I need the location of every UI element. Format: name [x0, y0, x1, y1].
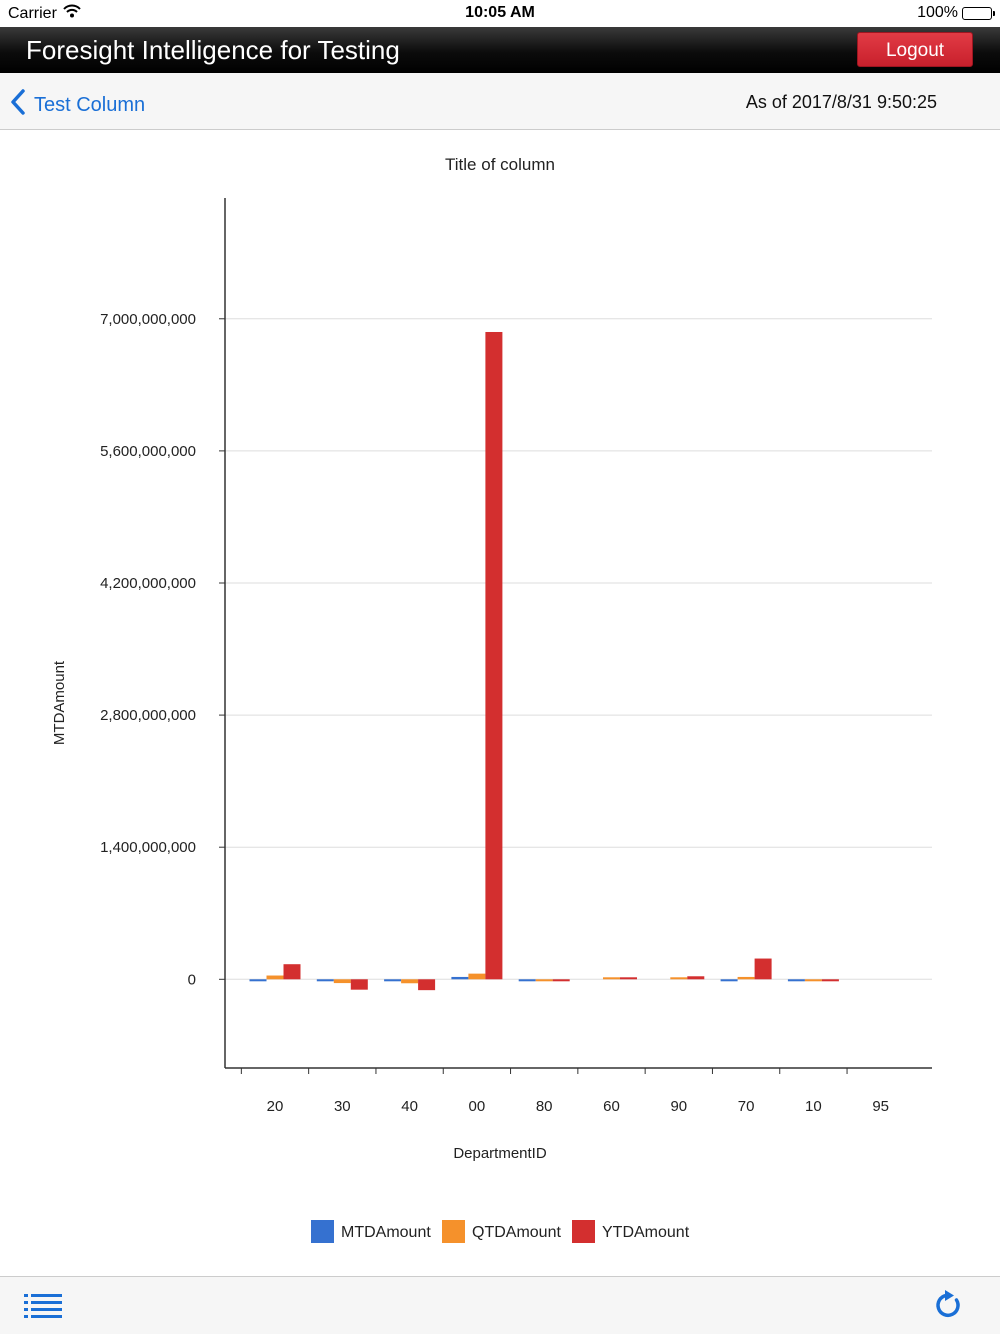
bottom-toolbar — [0, 1276, 1000, 1334]
as-of-timestamp: As of 2017/8/31 9:50:25 — [745, 92, 937, 112]
bar-ytdamount-90 — [687, 976, 705, 980]
carrier-info: Carrier — [8, 4, 81, 23]
bar-mtdamount-70 — [720, 979, 738, 982]
bar-qtdamount-10 — [804, 979, 822, 982]
bar-ytdamount-10 — [821, 979, 839, 982]
status-bar: Carrier 10:05 AM 100% — [0, 0, 1000, 27]
y-tick-label: 4,200,000,000 — [100, 575, 196, 592]
back-button-label: Test Column — [34, 93, 146, 116]
back-button[interactable]: Test Column — [10, 89, 145, 121]
bar-qtdamount-80 — [535, 979, 553, 982]
refresh-icon — [934, 1290, 964, 1325]
y-axis-label: MTDAmount — [51, 660, 68, 745]
bar-mtdamount-10 — [787, 979, 805, 982]
app-header: Foresight Intelligence for Testing Logou… — [0, 27, 1000, 73]
bar-qtdamount-00 — [468, 973, 486, 980]
legend-swatch — [572, 1220, 595, 1243]
battery-icon — [962, 6, 995, 20]
bar-qtdamount-20 — [266, 975, 284, 980]
x-tick-label: 10 — [805, 1098, 822, 1115]
wifi-icon — [63, 4, 81, 23]
x-tick-label: 40 — [401, 1098, 418, 1115]
chart-title: Title of column — [445, 155, 555, 174]
x-tick-label: 60 — [603, 1098, 620, 1115]
x-axis-label: DepartmentID — [453, 1145, 547, 1162]
x-tick-label: 90 — [670, 1098, 687, 1115]
clock: 10:05 AM — [465, 4, 535, 21]
logout-button[interactable]: Logout — [857, 32, 973, 67]
bar-mtdamount-40 — [384, 979, 402, 982]
x-tick-label: 95 — [872, 1098, 889, 1115]
battery-percent: 100% — [917, 4, 958, 21]
x-tick-label: 80 — [536, 1098, 553, 1115]
x-tick-label: 00 — [469, 1098, 486, 1115]
refresh-button[interactable] — [934, 1289, 964, 1326]
app-title: Foresight Intelligence for Testing — [26, 35, 400, 65]
bar-ytdamount-40 — [418, 979, 436, 991]
legend-swatch — [442, 1220, 465, 1243]
legend-swatch — [311, 1220, 334, 1243]
legend-label: YTDAmount — [602, 1224, 690, 1241]
legend-label: MTDAmount — [341, 1224, 431, 1241]
bar-mtdamount-80 — [518, 979, 536, 982]
y-tick-label: 7,000,000,000 — [100, 311, 196, 328]
bar-ytdamount-70 — [754, 958, 772, 980]
y-tick-label: 5,600,000,000 — [100, 443, 196, 460]
y-tick-label: 1,400,000,000 — [100, 839, 196, 856]
y-tick-label: 2,800,000,000 — [100, 707, 196, 724]
legend-label: QTDAmount — [472, 1224, 561, 1241]
bar-qtdamount-90 — [670, 977, 688, 980]
bar-ytdamount-30 — [350, 979, 368, 990]
chart-area: Title of column 0 1,400,000,000 2,800,000,0… — [0, 131, 1000, 1276]
bar-mtdamount-30 — [316, 979, 334, 982]
bar-ytdamount-20 — [283, 964, 301, 980]
bar-mtdamount-00 — [451, 976, 469, 980]
bar-ytdamount-00 — [485, 331, 503, 980]
bar-ytdamount-60 — [620, 977, 637, 980]
navigation-bar: Test Column As of 2017/8/31 9:50:25 — [0, 73, 1000, 130]
bar-qtdamount-60 — [603, 977, 620, 980]
bar-mtdamount-20 — [249, 979, 267, 982]
x-tick-label: 20 — [267, 1098, 284, 1115]
bar-ytdamount-80 — [552, 979, 570, 982]
battery-status: 100% — [917, 4, 995, 22]
x-tick-label: 30 — [334, 1098, 351, 1115]
column-chart: Title of column 0 1,400,000,000 2,800,000,0… — [51, 155, 932, 1243]
list-icon — [24, 1294, 62, 1324]
y-tick-label: 0 — [188, 971, 196, 988]
chevron-left-icon — [10, 89, 34, 121]
carrier-label: Carrier — [8, 4, 57, 22]
bar-qtdamount-70 — [737, 976, 755, 980]
bar-qtdamount-40 — [401, 979, 419, 984]
bar-qtdamount-30 — [333, 979, 351, 984]
menu-button[interactable] — [24, 1292, 62, 1325]
x-tick-label: 70 — [738, 1098, 755, 1115]
